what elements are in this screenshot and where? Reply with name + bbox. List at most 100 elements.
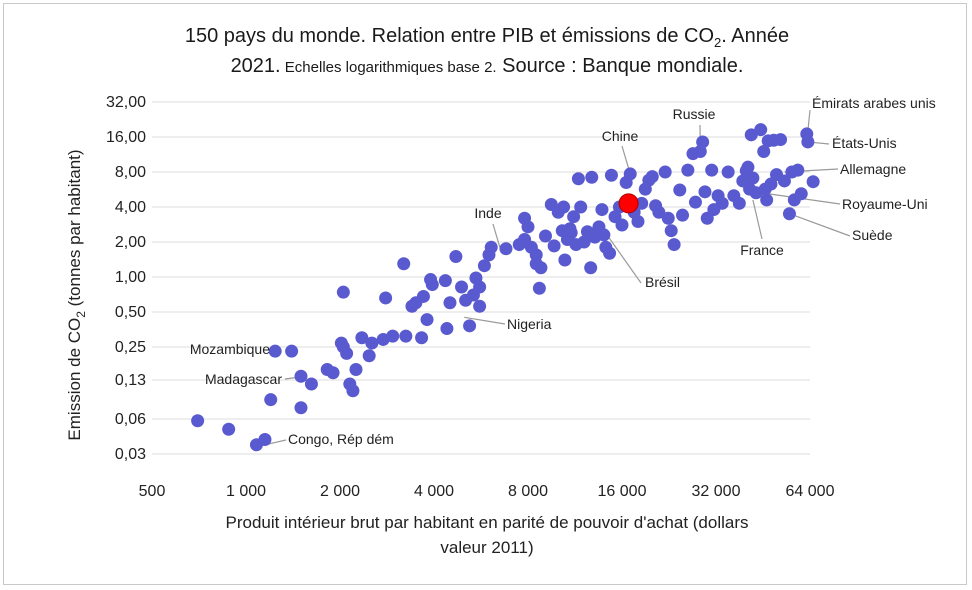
y-tick-labels: 0,03 0,06 0,13 0,25 0,50 1,00 2,00 4,00 8,00 16,0… — [106, 94, 146, 463]
data-point — [443, 296, 457, 310]
data-point — [746, 171, 760, 185]
data-point — [635, 196, 649, 210]
data-point — [529, 248, 543, 262]
data-point — [349, 362, 363, 376]
x-tick-labels: 500 1 000 2 000 4 000 8 000 16 000 32 000 64 00… — [139, 483, 835, 500]
data-point — [386, 329, 400, 343]
country-label: Mozambique — [190, 341, 270, 357]
label-leader-line — [752, 199, 763, 240]
data-point — [673, 183, 687, 197]
data-point — [285, 344, 299, 358]
data-point — [744, 128, 758, 142]
data-points — [191, 123, 820, 452]
y-tick-label: 8,00 — [115, 164, 146, 181]
data-point — [304, 377, 318, 391]
x-tick-label: 1 000 — [226, 483, 266, 500]
data-point — [721, 165, 735, 179]
highlighted-point — [618, 193, 639, 214]
data-point — [346, 384, 360, 398]
x-tick-label: 64 000 — [786, 483, 835, 500]
data-point — [336, 285, 350, 299]
y-tick-label: 16,00 — [106, 129, 146, 146]
data-point — [681, 163, 695, 177]
country-label: Congo, Rép dém — [288, 431, 394, 447]
data-point — [362, 349, 376, 363]
data-point — [696, 135, 710, 149]
x-tick-label: 16 000 — [598, 483, 647, 500]
data-point — [463, 319, 477, 333]
data-point — [499, 242, 513, 256]
label-leader-lines — [258, 109, 851, 447]
data-point — [754, 123, 768, 137]
data-point — [715, 196, 729, 210]
data-point — [760, 193, 774, 207]
data-point — [574, 200, 588, 214]
x-axis-label-line2: valeur 2011) — [440, 538, 533, 557]
data-point — [532, 281, 546, 295]
data-point — [564, 226, 578, 240]
y-axis-label-post: (tonnes par habitant) — [65, 149, 84, 311]
data-point — [438, 274, 452, 288]
country-label: États-Unis — [832, 135, 897, 151]
data-point — [365, 336, 379, 350]
data-point — [667, 238, 681, 252]
y-tick-label: 0,06 — [115, 411, 146, 428]
data-point — [732, 196, 746, 210]
data-point — [538, 229, 552, 243]
data-point — [584, 261, 598, 275]
data-point — [340, 346, 354, 360]
chart-title-line1: 150 pays du monde. Relation entre PIB et… — [185, 25, 789, 50]
data-point — [379, 291, 393, 305]
data-point — [676, 208, 690, 222]
x-tick-label: 500 — [139, 483, 166, 500]
grid-lines — [152, 101, 810, 455]
data-point — [791, 163, 805, 177]
y-tick-label: 32,00 — [106, 94, 146, 111]
chart-title-line2: 2021. Echelles logarithmiques base 2. So… — [231, 55, 744, 77]
country-label: Chine — [602, 128, 639, 144]
data-point — [558, 253, 572, 267]
data-point — [623, 167, 637, 181]
data-point — [477, 259, 491, 273]
data-point — [585, 170, 599, 184]
country-label: France — [740, 242, 784, 258]
country-labels: Mozambique Madagascar Congo, Rép dém Inde Ni… — [190, 95, 936, 447]
data-point — [268, 344, 282, 358]
y-tick-label: 0,03 — [115, 446, 146, 463]
data-point — [222, 422, 236, 436]
data-point — [449, 249, 463, 263]
data-point — [661, 211, 675, 225]
data-point — [557, 200, 571, 214]
data-point — [801, 135, 815, 149]
data-point — [806, 175, 820, 189]
data-point — [425, 278, 439, 292]
country-label: Brésil — [645, 274, 680, 290]
data-point — [615, 218, 629, 232]
label-leader-line — [807, 109, 811, 132]
y-tick-label: 0,13 — [115, 372, 146, 389]
data-point — [571, 172, 585, 186]
label-leader-line — [492, 223, 501, 248]
data-point — [567, 210, 581, 224]
country-label: Allemagne — [840, 161, 906, 177]
y-tick-label: 1,00 — [115, 269, 146, 286]
data-point — [440, 322, 454, 336]
data-point — [782, 207, 796, 221]
y-axis-label-pre: Emission de CO — [65, 318, 84, 441]
title-line1-text: 150 pays du monde. Relation entre PIB et… — [185, 25, 714, 47]
data-point — [631, 215, 645, 229]
x-tick-label: 32 000 — [692, 483, 741, 500]
data-point — [547, 239, 561, 253]
data-point — [597, 228, 611, 242]
data-point — [688, 195, 702, 209]
data-point — [397, 257, 411, 271]
y-axis-label: Emission de CO2 (tonnes par habitant) — [65, 149, 88, 440]
data-point — [741, 160, 755, 174]
country-label: Émirats arabes unis — [812, 95, 936, 111]
y-axis-label-sub: 2 — [74, 311, 88, 318]
data-point — [658, 165, 672, 179]
data-point — [794, 187, 808, 201]
data-point — [258, 432, 272, 446]
title-line1-subscript: 2 — [714, 35, 721, 50]
y-tick-label: 0,50 — [115, 304, 146, 321]
